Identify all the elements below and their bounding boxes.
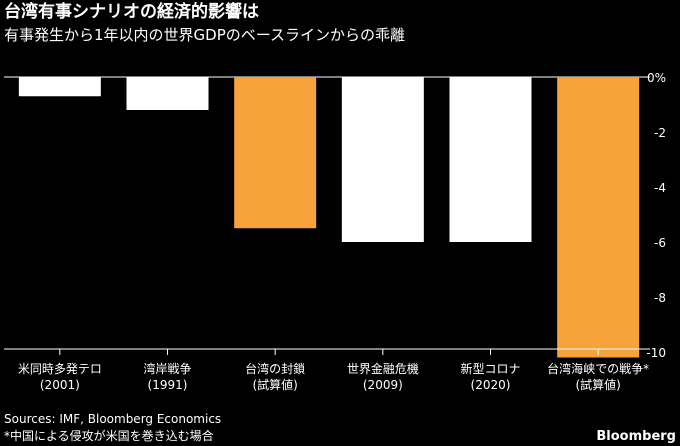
x-category-label: 台湾海峡での戦争*	[547, 361, 649, 376]
bar	[449, 77, 532, 242]
x-category-label: (2009)	[363, 378, 403, 392]
x-category-label: (2001)	[40, 378, 80, 392]
chart-subtitle: 有事発生から1年以内の世界GDPのベースラインからの乖離	[4, 26, 406, 44]
footnote: *中国による侵攻が米国を巻き込む場合	[4, 429, 214, 443]
bar	[234, 77, 317, 229]
x-category-label: 台湾の封鎖	[245, 361, 305, 376]
x-category-label: 新型コロナ	[460, 361, 520, 376]
x-category-label: 米同時多発テロ	[18, 362, 102, 376]
bar	[126, 77, 209, 110]
bar	[18, 77, 101, 97]
x-category-label: 世界金融危機	[347, 361, 419, 376]
bloomberg-logo: Bloomberg	[596, 429, 676, 444]
chart-title: 台湾有事シナリオの経済的影響は	[4, 2, 259, 22]
y-tick-label: 0%	[647, 71, 666, 85]
x-category-label: (2020)	[471, 378, 511, 392]
y-tick-label: -4	[654, 181, 666, 195]
bar	[557, 77, 640, 358]
sources-note: Sources: IMF, Bloomberg Economics	[4, 412, 222, 426]
x-category-label: (試算値)	[252, 377, 297, 392]
x-category-label: (1991)	[148, 378, 188, 392]
y-tick-label: -2	[654, 126, 666, 140]
y-tick-label: -8	[654, 291, 666, 305]
x-category-label: (試算値)	[575, 377, 620, 392]
bar	[341, 77, 424, 242]
x-category-label: 湾岸戦争	[143, 361, 191, 376]
y-tick-label: -6	[654, 236, 666, 250]
y-tick-label: -10	[646, 346, 666, 360]
